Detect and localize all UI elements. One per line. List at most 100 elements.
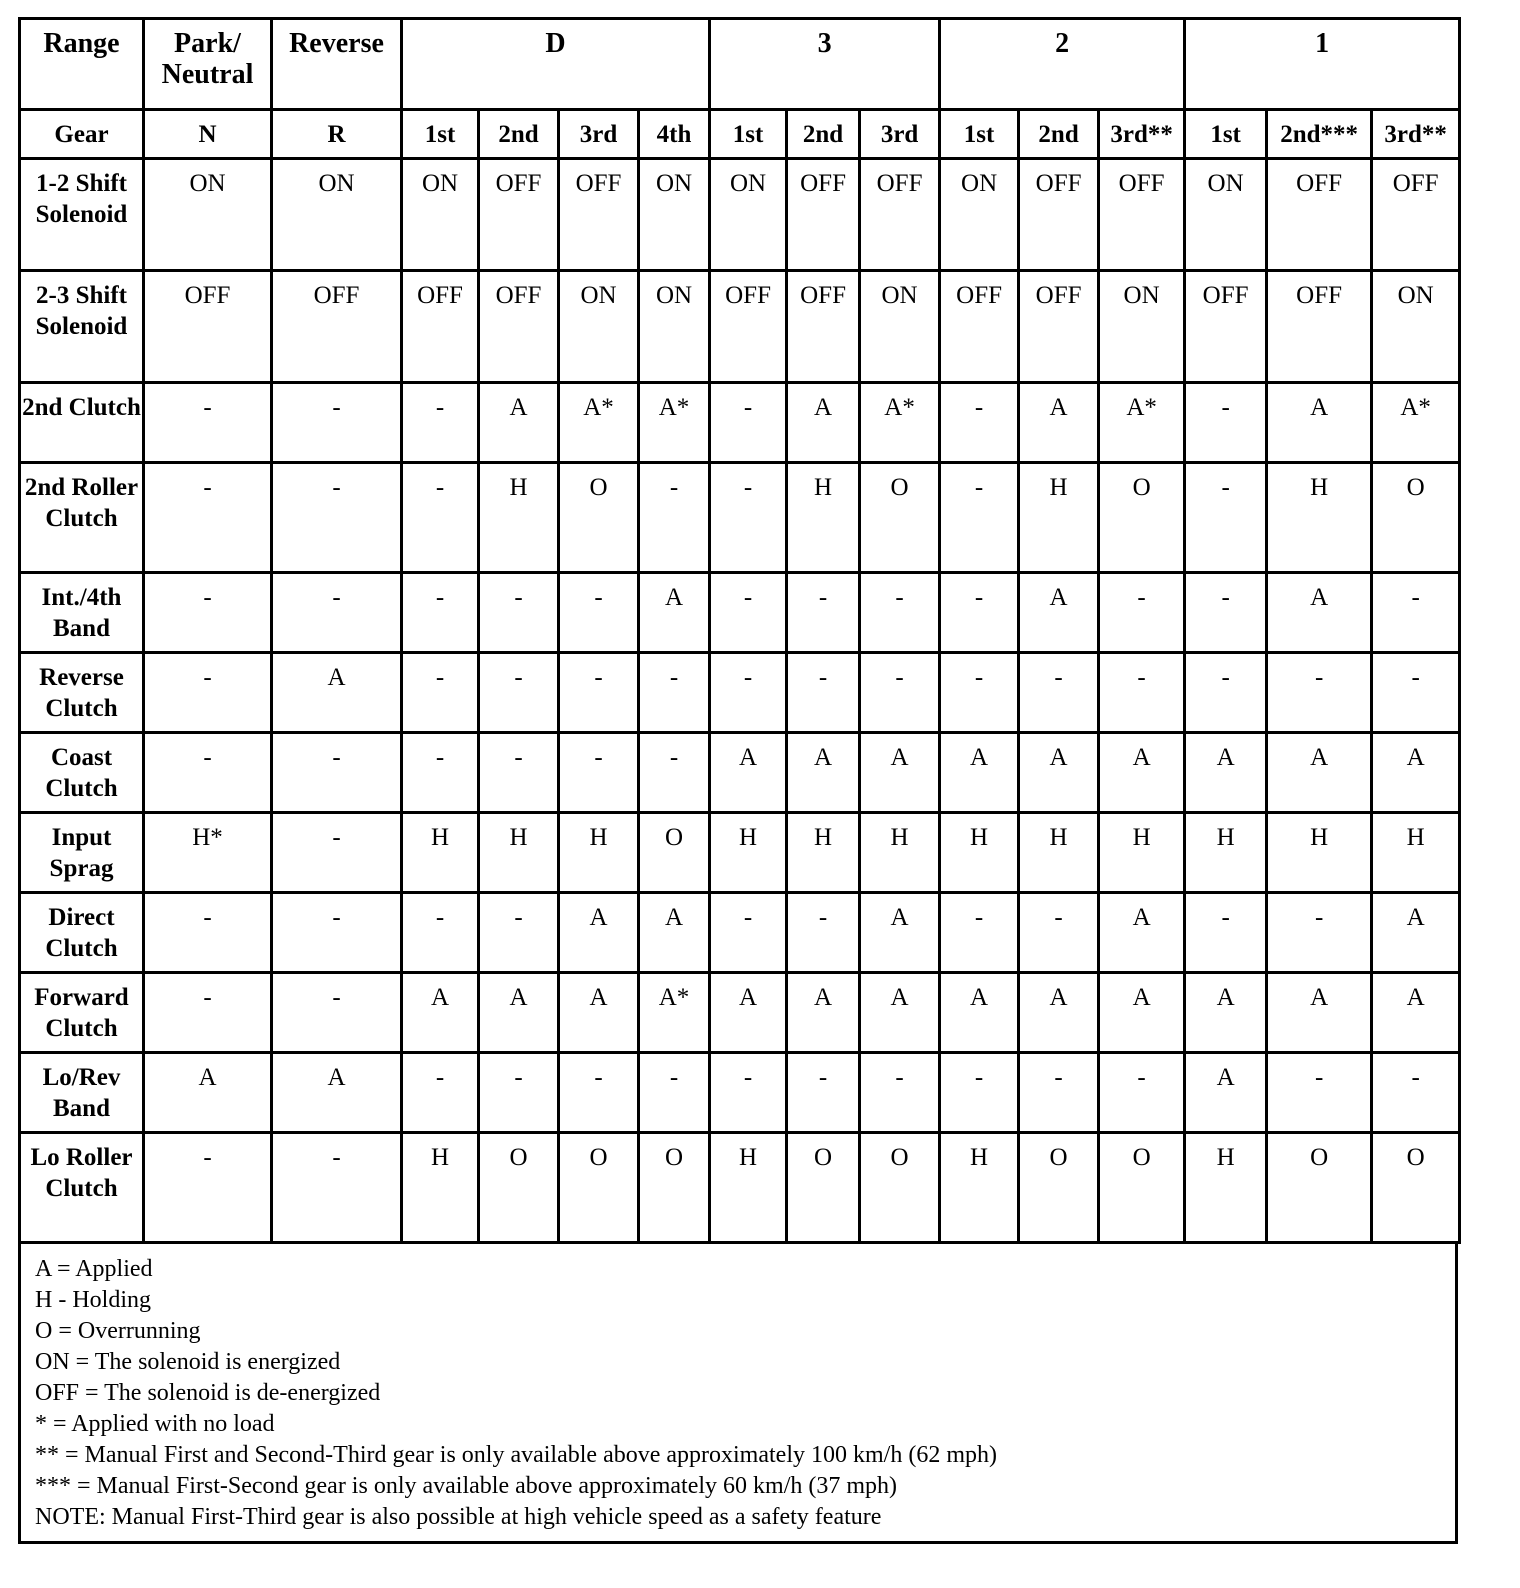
- table-cell: O: [636, 811, 712, 894]
- table-cell: OFF: [557, 157, 640, 272]
- table-cell: A: [1097, 891, 1187, 974]
- table-cell: A*: [636, 381, 712, 464]
- table-cell: H: [400, 811, 480, 894]
- range-header: D: [399, 17, 712, 111]
- table-cell: A: [1265, 971, 1374, 1054]
- table-cell: -: [1017, 1051, 1101, 1134]
- table-cell: OFF: [1097, 157, 1187, 272]
- table-row: 1-2 Shift Solenoid ON ON ON OFF OFF ON ON OFF OFF…: [18, 157, 1462, 272]
- row-label: 2-3 Shift Solenoid: [18, 269, 145, 384]
- table-cell: A*: [1097, 381, 1187, 464]
- row-label: 1-2 Shift Solenoid: [18, 157, 145, 272]
- table-cell: -: [1017, 891, 1101, 974]
- table-cell: -: [708, 1051, 789, 1134]
- table-row: Coast Clutch - - - - - - A A A A A A A A A: [18, 731, 1462, 814]
- legend-item: * = Applied with no load: [35, 1411, 275, 1437]
- table-cell: -: [400, 891, 480, 974]
- shift-table-document: Range Park/ Neutral Reverse D 3 2 1 Gear N R 1s…: [18, 17, 1462, 1544]
- table-cell: A: [785, 381, 862, 464]
- row-label: Lo/Rev Band: [18, 1051, 145, 1134]
- row-label: Reverse Clutch: [18, 651, 145, 734]
- table-cell: O: [858, 461, 942, 574]
- table-cell: -: [477, 571, 560, 654]
- gear-header: 1st: [938, 108, 1021, 160]
- table-cell: H: [938, 1131, 1021, 1244]
- table-cell: -: [785, 651, 862, 734]
- table-cell: -: [557, 651, 640, 734]
- table-cell: A: [708, 731, 789, 814]
- table-row: Input Sprag H* - H H H O H H H H H H H H H: [18, 811, 1462, 894]
- table-cell: OFF: [477, 269, 560, 384]
- table-cell: OFF: [270, 269, 403, 384]
- legend-item: *** = Manual First-Second gear is only a…: [35, 1473, 898, 1499]
- table-cell: A: [938, 971, 1021, 1054]
- table-cell: A: [1097, 971, 1187, 1054]
- row-label: Coast Clutch: [18, 731, 145, 814]
- gear-header: 3rd: [858, 108, 942, 160]
- table-cell: -: [1183, 461, 1269, 574]
- table-cell: -: [270, 971, 403, 1054]
- table-cell: -: [1370, 1051, 1462, 1134]
- gear-header: 2nd: [477, 108, 560, 160]
- table-cell: OFF: [858, 157, 942, 272]
- table-cell: A: [1017, 381, 1101, 464]
- table-cell: -: [938, 1051, 1021, 1134]
- gear-header: 4th: [636, 108, 712, 160]
- table-cell: A*: [1370, 381, 1462, 464]
- table-cell: -: [938, 571, 1021, 654]
- table-cell: -: [1183, 651, 1269, 734]
- range-header: Park/ Neutral: [142, 17, 273, 111]
- table-cell: OFF: [1183, 269, 1269, 384]
- table-cell: H: [1265, 811, 1374, 894]
- gear-header: 1st: [708, 108, 789, 160]
- table-cell: -: [636, 461, 712, 574]
- table-cell: H: [557, 811, 640, 894]
- table-cell: A: [1017, 571, 1101, 654]
- gear-header: R: [270, 108, 403, 160]
- table-cell: -: [142, 971, 273, 1054]
- table-cell: -: [858, 1051, 942, 1134]
- range-header: 1: [1183, 17, 1462, 111]
- table-cell: -: [1370, 651, 1462, 734]
- table-cell: -: [270, 381, 403, 464]
- table-cell: -: [557, 571, 640, 654]
- table-cell: -: [1183, 381, 1269, 464]
- table-row: Int./4th Band - - - - - A - - - - A - - A -: [18, 571, 1462, 654]
- table-cell: -: [1097, 571, 1187, 654]
- table-cell: -: [1265, 1051, 1374, 1134]
- table-cell: A*: [557, 381, 640, 464]
- table-cell: -: [1370, 571, 1462, 654]
- table-cell: OFF: [708, 269, 789, 384]
- table-cell: OFF: [1265, 269, 1374, 384]
- table-cell: A: [1183, 1051, 1269, 1134]
- table-cell: -: [557, 731, 640, 814]
- table-cell: -: [400, 731, 480, 814]
- table-cell: H*: [142, 811, 273, 894]
- table-cell: OFF: [477, 157, 560, 272]
- table-cell: H: [785, 811, 862, 894]
- legend-item: ** = Manual First and Second-Third gear …: [35, 1442, 997, 1468]
- table-cell: O: [1370, 461, 1462, 574]
- table-cell: -: [142, 1131, 273, 1244]
- table-cell: H: [858, 811, 942, 894]
- table-cell: OFF: [1017, 157, 1101, 272]
- range-header: Reverse: [270, 17, 403, 111]
- gear-header-row: Gear N R 1st 2nd 3rd 4th 1st 2nd 3rd 1st 2nd 3rd** 1…: [18, 108, 1462, 160]
- table-cell: OFF: [142, 269, 273, 384]
- table-cell: A: [1370, 891, 1462, 974]
- table-cell: A: [400, 971, 480, 1054]
- table-cell: A: [636, 571, 712, 654]
- row-label: 2nd Roller Clutch: [18, 461, 145, 574]
- gear-header: 1st: [1183, 108, 1269, 160]
- table-cell: -: [785, 891, 862, 974]
- table-cell: -: [1265, 651, 1374, 734]
- table-cell: -: [1265, 891, 1374, 974]
- table-cell: -: [477, 651, 560, 734]
- table-cell: OFF: [400, 269, 480, 384]
- table-cell: OFF: [785, 157, 862, 272]
- table-cell: -: [1097, 1051, 1187, 1134]
- table-cell: -: [858, 651, 942, 734]
- table-cell: ON: [636, 157, 712, 272]
- table-cell: -: [400, 381, 480, 464]
- table-cell: -: [1183, 571, 1269, 654]
